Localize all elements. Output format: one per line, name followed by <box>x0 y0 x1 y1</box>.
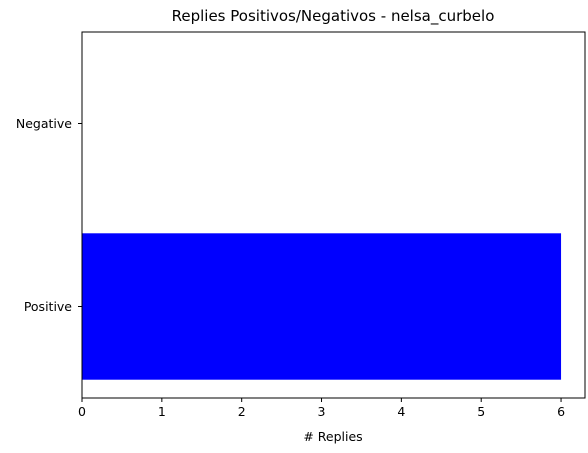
x-tick-label: 2 <box>238 404 246 419</box>
chart-title: Replies Positivos/Negativos - nelsa_curb… <box>172 7 495 26</box>
y-tick-label-positive: Positive <box>24 299 72 314</box>
plot-frame <box>81 31 586 399</box>
x-tick-label: 4 <box>397 404 405 419</box>
x-axis-ticks: 0 1 2 3 4 5 6 <box>78 398 565 419</box>
x-tick-label: 3 <box>318 404 326 419</box>
x-axis-label: # Replies <box>303 429 362 444</box>
x-tick-label: 0 <box>78 404 86 419</box>
x-tick-label: 1 <box>158 404 166 419</box>
x-tick-label: 5 <box>477 404 485 419</box>
x-tick-label: 6 <box>557 404 565 419</box>
plot-area <box>82 233 562 380</box>
bar-positive <box>82 233 562 380</box>
y-axis-ticks: Positive Negative <box>16 116 82 314</box>
y-tick-label-negative: Negative <box>16 116 72 131</box>
